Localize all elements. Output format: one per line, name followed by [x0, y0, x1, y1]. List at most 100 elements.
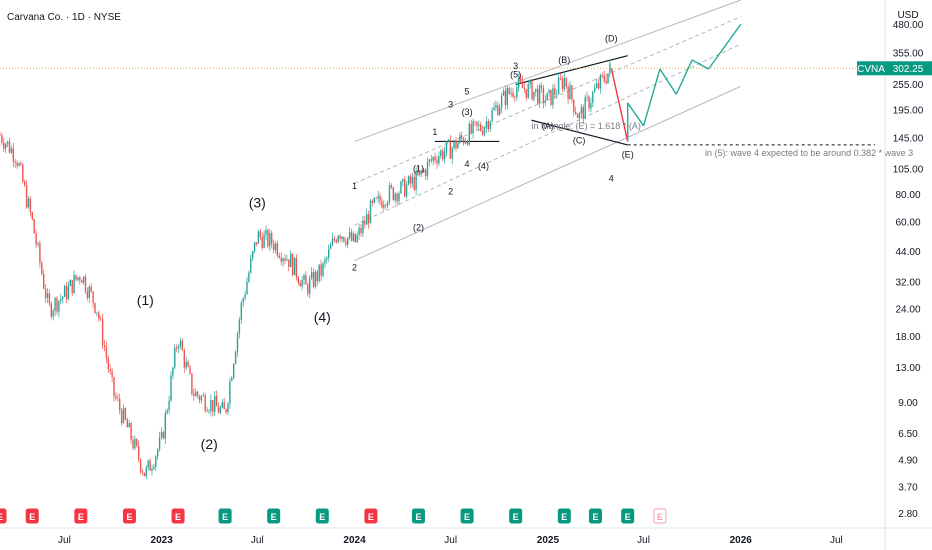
candle-body — [67, 286, 70, 300]
ticker-symbol: CVNA — [857, 64, 885, 75]
candle-body — [333, 238, 336, 241]
earnings-marker[interactable]: E — [74, 508, 88, 524]
ticker-badge[interactable]: CVNA 302.25 — [857, 61, 932, 76]
candle-body — [164, 413, 166, 439]
candle-body — [217, 406, 220, 413]
candle-body — [540, 85, 543, 89]
candle-body — [44, 288, 47, 298]
y-tick-label: 44.00 — [895, 247, 920, 258]
candle-body — [337, 235, 339, 243]
candle-body — [580, 107, 583, 114]
candle-body — [405, 184, 408, 197]
earnings-marker[interactable]: E — [653, 508, 667, 524]
candle-body — [538, 85, 541, 104]
earnings-marker[interactable]: E — [509, 508, 523, 524]
candle-body — [455, 140, 457, 149]
earnings-marker[interactable]: E — [364, 508, 378, 524]
candle-body — [320, 264, 322, 276]
candle-body — [111, 371, 113, 378]
candle-body — [339, 235, 341, 239]
candle-body — [303, 275, 305, 280]
candle-body — [584, 97, 586, 119]
earnings-marker[interactable]: E — [588, 508, 602, 524]
wave-label: 1 — [432, 127, 437, 137]
earnings-marker[interactable]: E — [557, 508, 571, 524]
earnings-marker[interactable]: E — [411, 508, 425, 524]
earnings-marker[interactable]: E — [267, 508, 281, 524]
candle-body — [139, 459, 142, 472]
earnings-marker-box — [588, 508, 602, 524]
candle-body — [548, 89, 550, 93]
wave-label: 1 — [352, 181, 357, 191]
earnings-marker[interactable]: E — [460, 508, 474, 524]
candle-body — [356, 234, 358, 243]
candle-body — [348, 232, 351, 238]
candle-body — [495, 105, 497, 108]
candle-body — [280, 257, 282, 262]
candle-body — [310, 272, 313, 279]
candle-body — [221, 402, 223, 408]
candle-body — [379, 195, 381, 202]
earnings-marker[interactable]: E — [0, 508, 7, 524]
candle-body — [225, 409, 227, 413]
candle-body — [113, 377, 115, 396]
earnings-marker-label: E — [592, 512, 598, 522]
candle-body — [132, 439, 134, 449]
candle-body — [56, 298, 58, 312]
candle-body — [265, 229, 267, 235]
candle-body — [10, 148, 13, 153]
time-axis[interactable]: Jul 2023 Jul 2024 Jul 2025 Jul 2026 Jul — [0, 527, 932, 546]
candle-body — [497, 105, 499, 115]
candle-body — [27, 198, 30, 208]
candle-body — [119, 398, 121, 411]
candle-body — [345, 241, 347, 245]
candle-body — [284, 258, 286, 261]
candle-body — [236, 333, 239, 353]
y-tick-label: 2.80 — [898, 509, 918, 520]
earnings-marker[interactable]: E — [315, 508, 329, 524]
candle-body — [63, 285, 66, 297]
earnings-marker[interactable]: E — [218, 508, 232, 524]
candle-body — [92, 291, 94, 304]
price-axis[interactable]: USD 480.00 355.00 255.00 195.00 145.00 105.00… — [884, 0, 924, 550]
candle-body — [183, 350, 185, 368]
candle-body — [316, 271, 318, 282]
candle-body — [20, 163, 22, 165]
candle-body — [571, 85, 573, 100]
candle-body — [126, 419, 128, 428]
earnings-marker[interactable]: E — [25, 508, 39, 524]
earnings-marker-label: E — [415, 512, 421, 522]
candle-body — [468, 124, 470, 145]
candle-body — [328, 249, 330, 258]
earnings-marker-label: E — [319, 512, 325, 522]
candle-body — [153, 466, 155, 469]
earnings-marker[interactable]: E — [621, 508, 635, 524]
wave-label: (A) — [542, 121, 554, 131]
candle-body — [214, 395, 216, 412]
candle-body — [390, 185, 393, 188]
earnings-marker[interactable]: E — [171, 508, 185, 524]
candle-body — [60, 298, 62, 301]
candle-body — [335, 240, 337, 243]
candle-body — [73, 275, 75, 294]
candle-body — [210, 399, 212, 411]
candle-body — [385, 204, 387, 206]
candle-body — [195, 391, 197, 397]
earnings-marker-box — [218, 508, 232, 524]
candle-body — [65, 285, 68, 300]
candle-body — [453, 140, 455, 148]
candle-body — [193, 394, 195, 397]
y-tick-label: 9.00 — [898, 398, 918, 409]
candle-body — [352, 233, 355, 241]
earnings-marker[interactable]: E — [122, 508, 136, 524]
y-tick-label: 4.90 — [898, 456, 918, 467]
x-tick-label: Jul — [444, 535, 457, 546]
candle-body — [147, 460, 149, 468]
candle-body — [481, 130, 484, 135]
x-tick-label: Jul — [251, 535, 264, 546]
candle-body — [360, 227, 362, 234]
candle-body — [411, 176, 413, 184]
candle-body — [592, 91, 594, 103]
candle-body — [179, 340, 182, 347]
